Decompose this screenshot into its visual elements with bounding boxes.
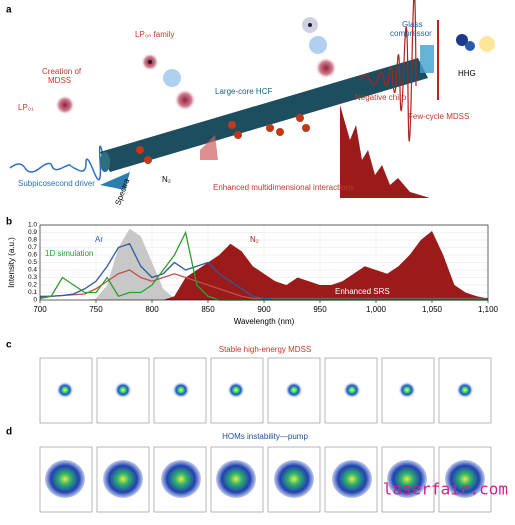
beam-profiles	[39, 357, 492, 513]
beam-spot	[274, 460, 314, 498]
x-tick-label: 750	[89, 305, 103, 314]
beam-spot	[161, 460, 201, 498]
legend-label: N₂	[250, 235, 259, 244]
y-tick-label: 0.1	[28, 289, 37, 296]
label: a	[6, 5, 12, 16]
x-tick-label: 900	[257, 305, 271, 314]
beam-spot	[387, 460, 427, 498]
watermark: laserfair.com	[383, 480, 508, 499]
line	[39, 242, 488, 300]
panel-a-art	[9, 0, 495, 198]
beam-spot	[398, 381, 416, 399]
y-tick-label: 0.5	[28, 259, 37, 266]
y-tick-label: 1.0	[28, 222, 37, 229]
beam-spot	[45, 460, 85, 498]
x-axis-label: Wavelength (nm)	[234, 317, 295, 326]
label: Enhanced multidimensional interactions	[213, 183, 354, 192]
y-tick-label: 0.4	[28, 267, 37, 274]
panel-title: Stable high-energy MDSS	[219, 345, 312, 354]
beam-spot	[285, 381, 303, 399]
x-tick-label: 850	[201, 305, 215, 314]
y-tick-label: 0.8	[28, 237, 37, 244]
panel-letter: b	[6, 217, 12, 228]
label: N₂	[162, 175, 171, 184]
label: compressor	[390, 29, 432, 38]
y-tick-label: 0.6	[28, 252, 37, 259]
label: Subpicosecond driver	[18, 179, 95, 188]
y-tick-label: 0.2	[28, 282, 37, 289]
label: MDSS	[48, 76, 71, 85]
beam-spot	[216, 460, 256, 498]
area	[40, 228, 488, 300]
annotation: Enhanced SRS	[335, 287, 390, 296]
panel-letter: d	[6, 427, 12, 438]
beam-spot	[172, 381, 190, 399]
label: Creation of	[42, 67, 82, 76]
beam-spot	[332, 460, 372, 498]
beam-spot	[114, 381, 132, 399]
label: Few-cycle MDSS	[408, 112, 469, 121]
y-tick-label: 0.3	[28, 274, 37, 281]
x-tick-label: 700	[33, 305, 47, 314]
plot-frame	[39, 224, 489, 301]
label: Glass	[402, 20, 422, 29]
label: Large-core HCF	[215, 87, 272, 96]
beam-spot	[343, 381, 361, 399]
x-tick-label: 950	[313, 305, 327, 314]
legend-label: 1D simulation	[45, 249, 93, 258]
beam-spot	[103, 460, 143, 498]
x-tick-label: 1,100	[478, 305, 499, 314]
beam-spot	[56, 381, 74, 399]
x-tick-label: 1,000	[366, 305, 387, 314]
label: Negative chirp	[355, 93, 407, 102]
beam-spot	[445, 460, 485, 498]
x-tick-label: 1,050	[422, 305, 443, 314]
legend-label: Ar	[95, 235, 103, 244]
label: HHG	[458, 69, 476, 78]
y-tick-label: 0.9	[28, 229, 37, 236]
y-tick-label: 0	[33, 297, 37, 304]
beam-spot	[227, 381, 245, 399]
x-tick-label: 800	[145, 305, 159, 314]
beam-spot	[456, 381, 474, 399]
area	[40, 231, 488, 300]
y-axis-label: Intensity (a.u.)	[7, 237, 16, 288]
y-tick-label: 0.7	[28, 244, 37, 251]
panel-letter: c	[6, 340, 12, 351]
panel-title: HOMs instability—pump	[222, 432, 308, 441]
label: LP₀ₙ family	[135, 30, 174, 39]
label: LP₀₁	[18, 103, 34, 112]
